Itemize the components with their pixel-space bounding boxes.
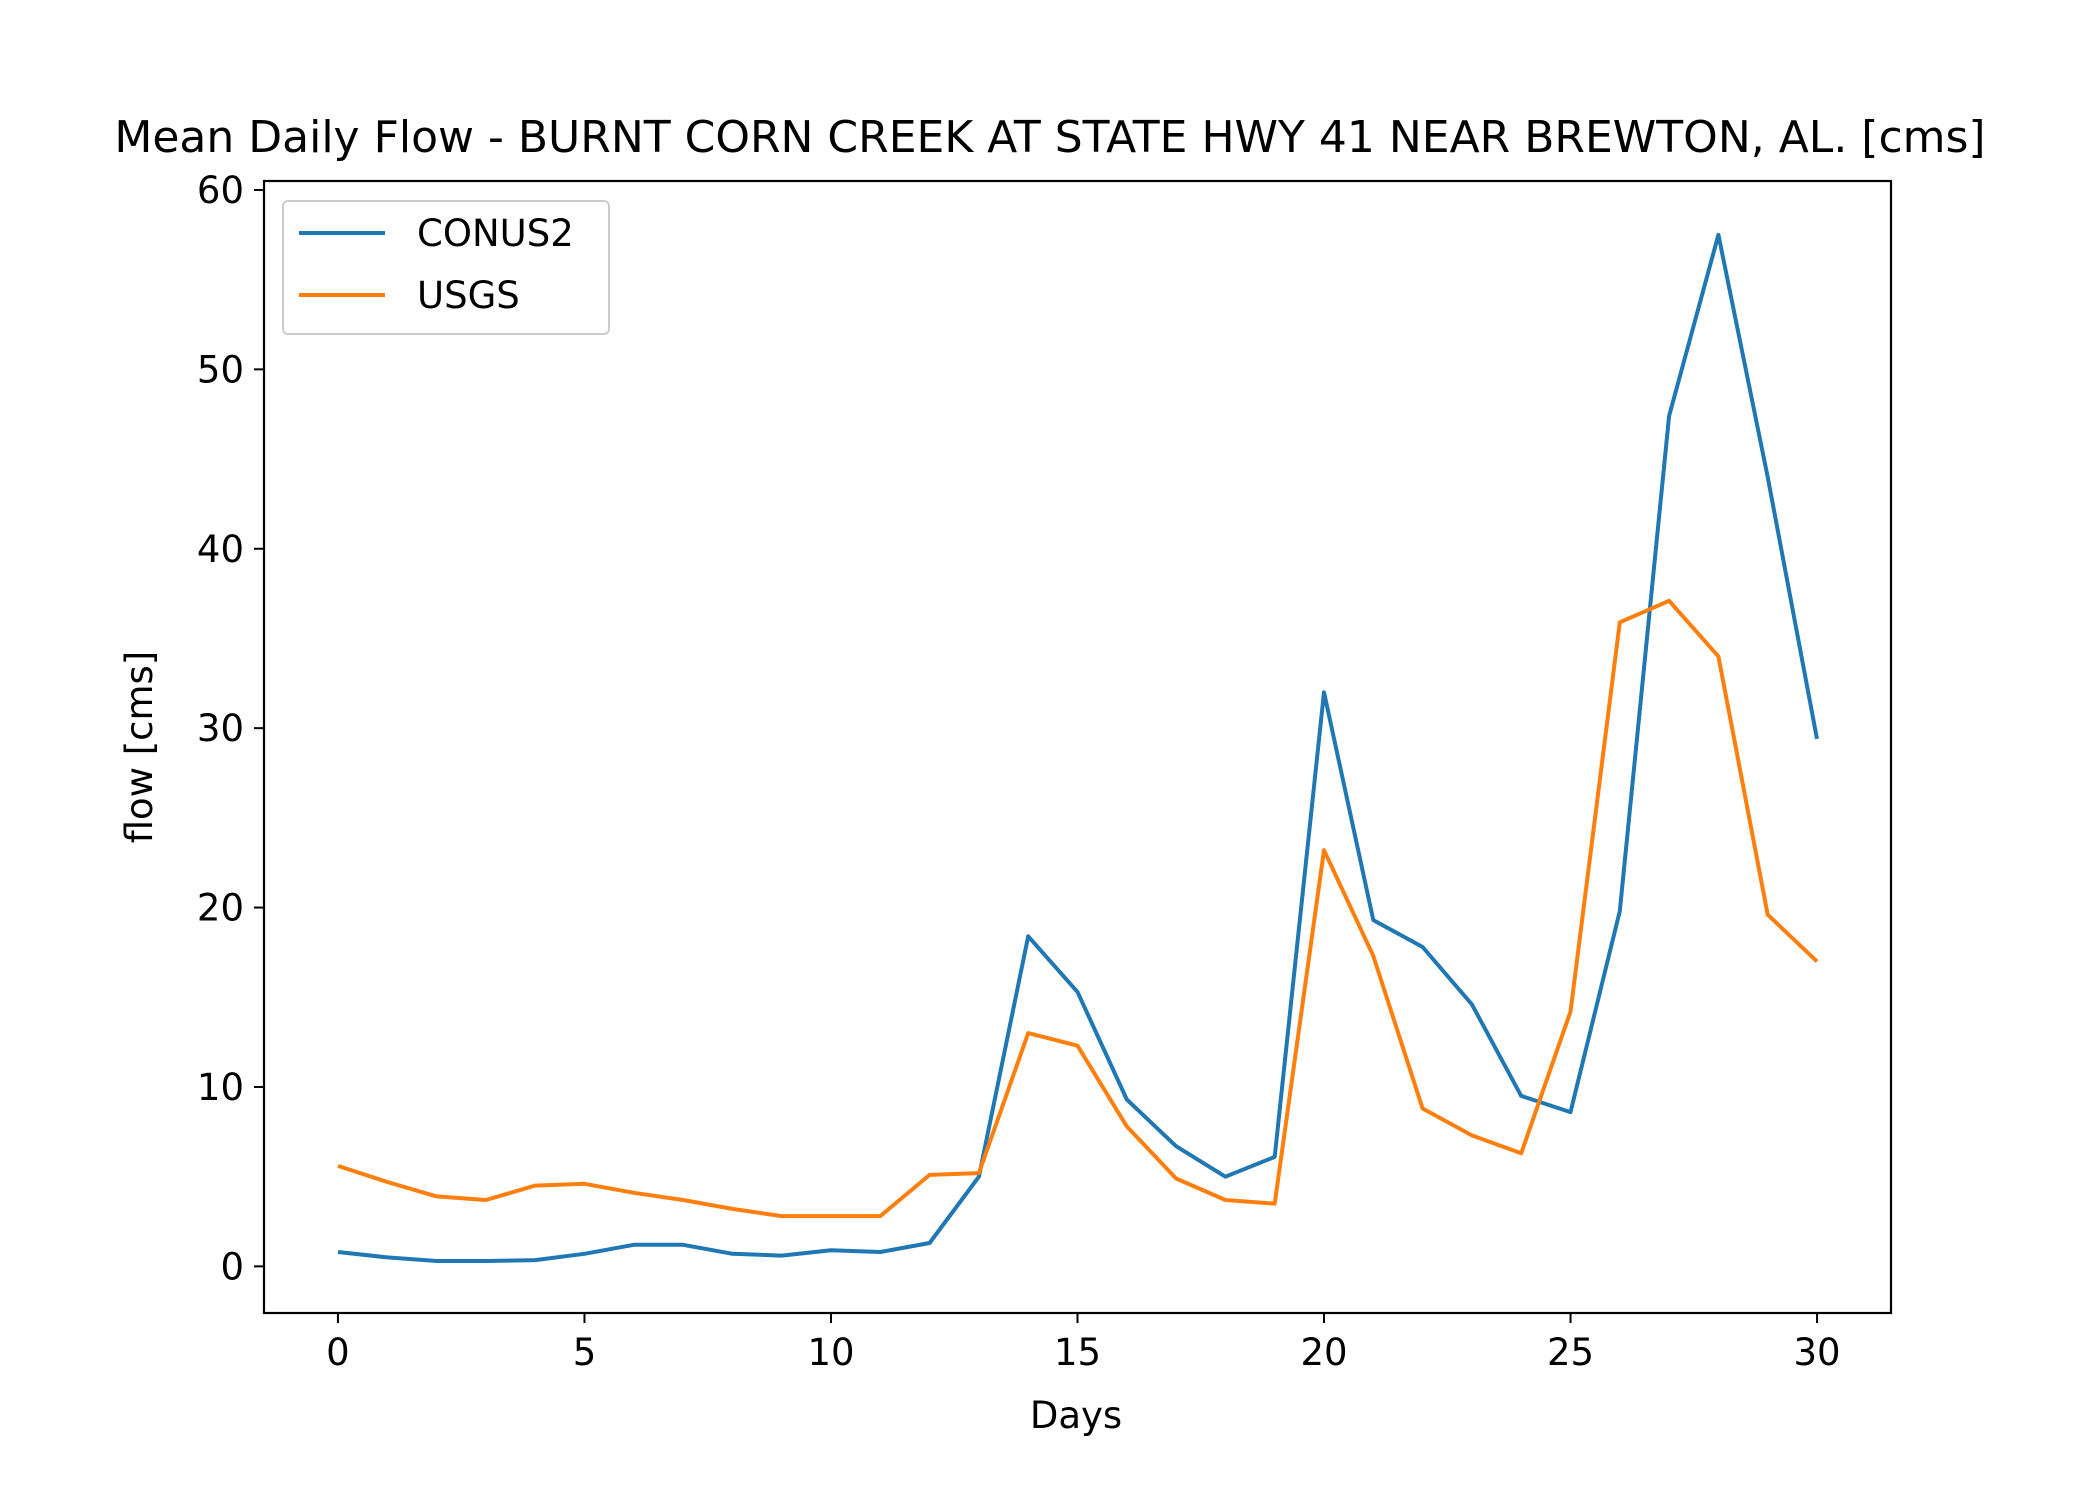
chart-title: Mean Daily Flow - BURNT CORN CREEK AT ST… xyxy=(114,112,1985,163)
x-tick-label: 0 xyxy=(326,1331,350,1374)
y-axis-label: flow [cms] xyxy=(118,651,161,844)
y-tick-label: 50 xyxy=(197,348,244,391)
legend: CONUS2 USGS xyxy=(282,200,610,335)
legend-label-usgs: USGS xyxy=(417,274,520,317)
y-tick-label: 20 xyxy=(197,887,244,930)
y-tick-label: 40 xyxy=(197,528,244,571)
x-tick-label: 20 xyxy=(1300,1331,1347,1374)
y-tick-label: 10 xyxy=(197,1066,244,1109)
y-tick-label: 60 xyxy=(197,169,244,212)
series-line-usgs xyxy=(337,598,1819,1219)
x-tick-label: 5 xyxy=(573,1331,597,1374)
y-ticks: 0 10 20 30 40 50 60 xyxy=(197,169,264,1288)
y-tick-label: 30 xyxy=(197,707,244,750)
x-tick-label: 25 xyxy=(1547,1331,1594,1374)
series-line-conus2 xyxy=(337,232,1819,1263)
x-tick-label: 10 xyxy=(807,1331,854,1374)
y-tick-label: 0 xyxy=(220,1245,244,1288)
lines-group xyxy=(337,232,1819,1263)
x-tick-label: 15 xyxy=(1054,1331,1101,1374)
x-ticks: 0 5 10 15 20 25 30 xyxy=(326,1313,1841,1374)
plot-frame xyxy=(262,179,1893,1315)
x-axis-label: Days xyxy=(1030,1394,1122,1437)
x-tick-label: 30 xyxy=(1793,1331,1840,1374)
legend-label-conus2: CONUS2 xyxy=(417,212,574,255)
